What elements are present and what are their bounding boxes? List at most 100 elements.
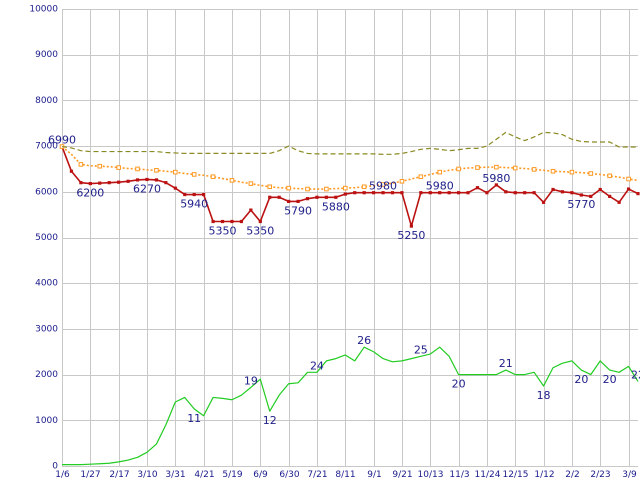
series-marker: [315, 195, 319, 199]
data-point-label: 6990: [48, 134, 76, 147]
x-tick-label: 2/2: [565, 470, 579, 480]
series-marker: [438, 191, 442, 195]
data-point-label: 5790: [284, 204, 312, 217]
x-axis-labels: 1/6 1/27 2/17 3/10 3/31 4/21 5/19 6/9 6/30 7/21 8/…: [55, 470, 637, 480]
series-marker: [361, 184, 367, 190]
series-marker: [117, 180, 121, 184]
series-marker: [550, 168, 556, 174]
series-marker: [560, 190, 565, 194]
y-axis-labels: 0 1000 2000 3000 4000 5000 6000 7000 8000 9000 100…: [29, 5, 58, 472]
series-marker: [494, 164, 499, 170]
series-lines: [59, 131, 640, 466]
series-marker: [400, 191, 404, 195]
data-point-label: 20: [452, 378, 466, 391]
series-marker: [541, 200, 546, 204]
series-marker: [211, 219, 215, 224]
series-marker: [588, 171, 594, 176]
y-tick-label: 8000: [35, 96, 58, 106]
x-tick-label: 1/6: [55, 470, 70, 480]
series-marker: [512, 165, 518, 171]
series-marker: [380, 182, 386, 187]
series-marker: [230, 219, 234, 224]
series-marker: [191, 172, 197, 177]
series-marker: [475, 186, 480, 190]
data-point-label: 6270: [133, 182, 161, 195]
x-tick-label: 6/9: [253, 470, 268, 480]
series-marker: [287, 199, 291, 203]
x-tick-label: 8/11: [335, 470, 355, 480]
data-point-label: 21: [499, 357, 513, 370]
series-marker: [513, 191, 517, 195]
series-marker: [116, 165, 121, 170]
series-marker: [626, 176, 631, 182]
y-tick-label: 9000: [35, 50, 58, 60]
series-marker: [97, 163, 103, 169]
series-line-volume-green: [62, 346, 639, 466]
series-line-high-olive: [61, 131, 638, 155]
series-marker: [277, 195, 281, 199]
series-marker: [69, 169, 74, 173]
series-marker: [636, 192, 640, 196]
series-marker: [164, 181, 168, 185]
series-marker: [135, 166, 140, 172]
series-marker: [202, 192, 206, 197]
series-marker: [135, 178, 140, 182]
series-marker: [428, 191, 432, 195]
series-marker: [523, 191, 527, 195]
x-tick-label: 12/15: [503, 470, 529, 480]
series-marker: [173, 186, 177, 190]
x-tick-label: 5/19: [222, 470, 242, 480]
series-marker: [617, 200, 621, 204]
data-point-label: 12: [263, 414, 277, 427]
data-point-label: 5250: [397, 229, 425, 242]
y-tick-label: 5000: [35, 233, 58, 243]
series-marker: [154, 168, 159, 173]
series-marker: [608, 194, 612, 198]
x-tick-label: 1/12: [534, 470, 554, 480]
x-tick-label: 10/13: [418, 470, 444, 480]
data-point-label: 22: [631, 368, 640, 381]
data-point-label: 5980: [482, 172, 510, 185]
series-marker: [98, 181, 102, 185]
y-tick-label: 10000: [29, 5, 58, 15]
series-marker: [381, 191, 385, 195]
data-point-label: 19: [244, 374, 258, 387]
data-point-label: 20: [574, 373, 588, 386]
series-marker: [607, 173, 612, 179]
series-marker: [210, 174, 216, 180]
series-marker: [466, 191, 470, 195]
series-marker: [504, 190, 508, 194]
series-marker: [418, 174, 424, 180]
data-point-labels: 6990 6200 6270 5940 5350 5350 5790 5880 5250 5980…: [48, 134, 640, 428]
y-tick-label: 3000: [35, 324, 58, 334]
series-marker: [296, 199, 300, 203]
series-marker: [286, 185, 291, 191]
series-marker: [324, 195, 328, 199]
series-marker: [372, 191, 376, 195]
series-marker: [107, 181, 111, 185]
series-marker: [305, 186, 310, 192]
data-point-label: 11: [187, 412, 201, 425]
x-tick-label: 7/21: [307, 470, 327, 480]
y-tick-label: 7000: [35, 142, 58, 152]
data-point-label: 5770: [567, 198, 595, 211]
series-marker: [456, 166, 461, 172]
x-tick-label: 9/1: [367, 470, 381, 480]
x-tick-label: 1/27: [80, 470, 100, 480]
series-marker: [570, 191, 574, 195]
series-marker: [268, 195, 272, 199]
series-marker: [324, 186, 329, 192]
x-tick-label: 11/3: [449, 470, 469, 480]
series-marker: [447, 191, 451, 195]
series-marker: [173, 169, 178, 175]
series-line-average-orange: [61, 145, 639, 190]
series-marker: [248, 181, 254, 186]
series-marker: [154, 178, 159, 182]
data-point-label: 5350: [209, 225, 237, 238]
series-marker: [532, 191, 536, 195]
series-marker: [598, 187, 602, 192]
series-marker: [78, 162, 84, 167]
series-marker: [239, 219, 244, 224]
